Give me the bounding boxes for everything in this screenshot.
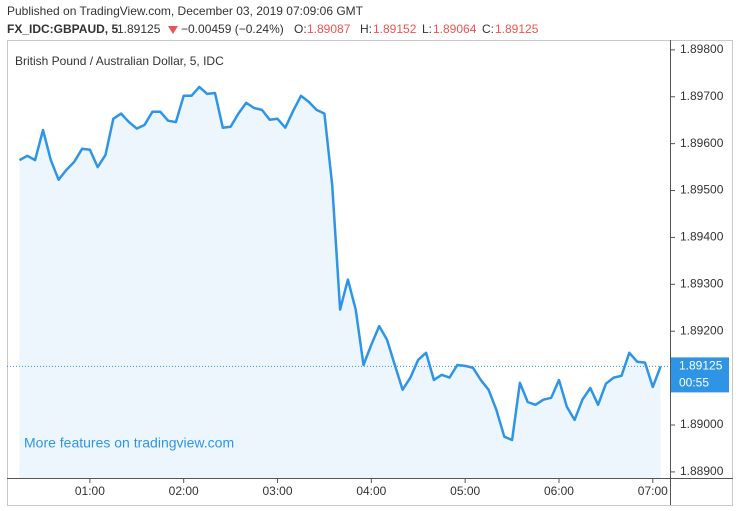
x-tick-label: 02:00: [169, 484, 199, 498]
ohlc-value: 1.89152: [373, 22, 417, 36]
ohlc-label: O:: [294, 22, 307, 36]
y-tick-label: 1.89600: [680, 136, 724, 150]
x-tick-label: 06:00: [544, 484, 574, 498]
x-tick-label: 01:00: [75, 484, 105, 498]
ohlc-value: 1.89087: [307, 22, 351, 36]
x-tick-label: 07:00: [638, 484, 668, 498]
legend: British Pound / Australian Dollar, 5, ID…: [15, 54, 224, 68]
y-tick-label: 1.89500: [680, 183, 724, 197]
published-line: Published on TradingView.com, December 0…: [7, 4, 364, 18]
price-label-box: [671, 357, 729, 393]
y-tick-label: 1.88900: [680, 464, 724, 478]
x-tick-label: 03:00: [263, 484, 293, 498]
y-tick-label: 1.89700: [680, 89, 724, 103]
x-tick-label: 04:00: [356, 484, 386, 498]
price-label: 1.89125: [679, 359, 723, 373]
ohlc-label: H:: [360, 22, 372, 36]
down-arrow: [168, 26, 178, 34]
countdown: 00:55: [679, 376, 709, 390]
y-tick-label: 1.89800: [680, 42, 724, 56]
change: −0.00459 (−0.24%): [181, 22, 284, 36]
price-line: [18, 85, 662, 442]
y-tick-label: 1.89200: [680, 323, 724, 337]
symbol: FX_IDC:GBPAUD, 5: [7, 22, 118, 36]
ohlc-value: 1.89064: [433, 22, 477, 36]
x-tick-label: 05:00: [450, 484, 480, 498]
y-tick-label: 1.89300: [680, 276, 724, 290]
watermark[interactable]: More features on tradingview.com: [24, 435, 234, 451]
chart-frame: [7, 40, 733, 506]
ohlc-label: L:: [422, 22, 432, 36]
y-tick-label: 1.89400: [680, 230, 724, 244]
ohlc-value: 1.89125: [495, 22, 539, 36]
y-tick-label: 1.89000: [680, 417, 724, 431]
ohlc-label: C:: [482, 22, 494, 36]
last-price: 1.89125: [117, 22, 161, 36]
area-fill: [19, 86, 661, 479]
